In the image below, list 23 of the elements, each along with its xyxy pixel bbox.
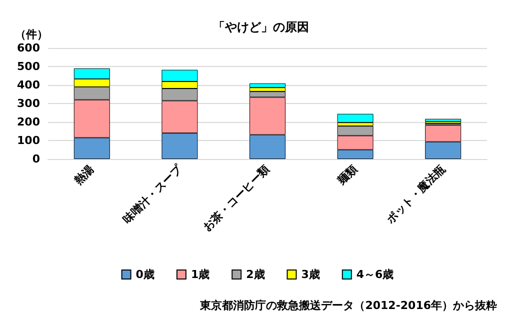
x-tick-label: お茶・コーヒー類: [200, 162, 272, 234]
legend-label: 4～6歳: [356, 268, 394, 281]
y-tick-label: 300: [17, 97, 40, 110]
bar: [425, 118, 462, 122]
y-tick-label: 200: [17, 116, 40, 128]
chart-title: 「やけど」の原因: [213, 20, 309, 34]
x-tick-label: 麺類: [334, 162, 360, 188]
y-tick-label: 500: [17, 60, 40, 73]
y-tick-label: 600: [17, 42, 40, 54]
y-axis-title: （件）: [15, 28, 48, 41]
x-tick-label: ポット・魔法瓶: [383, 162, 448, 227]
text: 東京都消防庁の救急搬送データ（2012-2016年）から抜粋: [199, 299, 497, 312]
legend-label: 2歳: [246, 268, 265, 281]
x-tick-label: 熱湯: [71, 162, 96, 188]
legend-label: 0歳: [136, 268, 154, 281]
bar: [337, 114, 374, 123]
x-tick-label: 味噌汁・スープ: [120, 162, 186, 226]
legend-label: 1歳: [190, 268, 210, 281]
y-tick-label: 0: [32, 152, 40, 166]
legend-label: 3歳: [301, 268, 320, 281]
y-tick-label: 100: [17, 134, 40, 147]
y-tick-label: 400: [17, 78, 40, 92]
bar: [250, 83, 286, 88]
